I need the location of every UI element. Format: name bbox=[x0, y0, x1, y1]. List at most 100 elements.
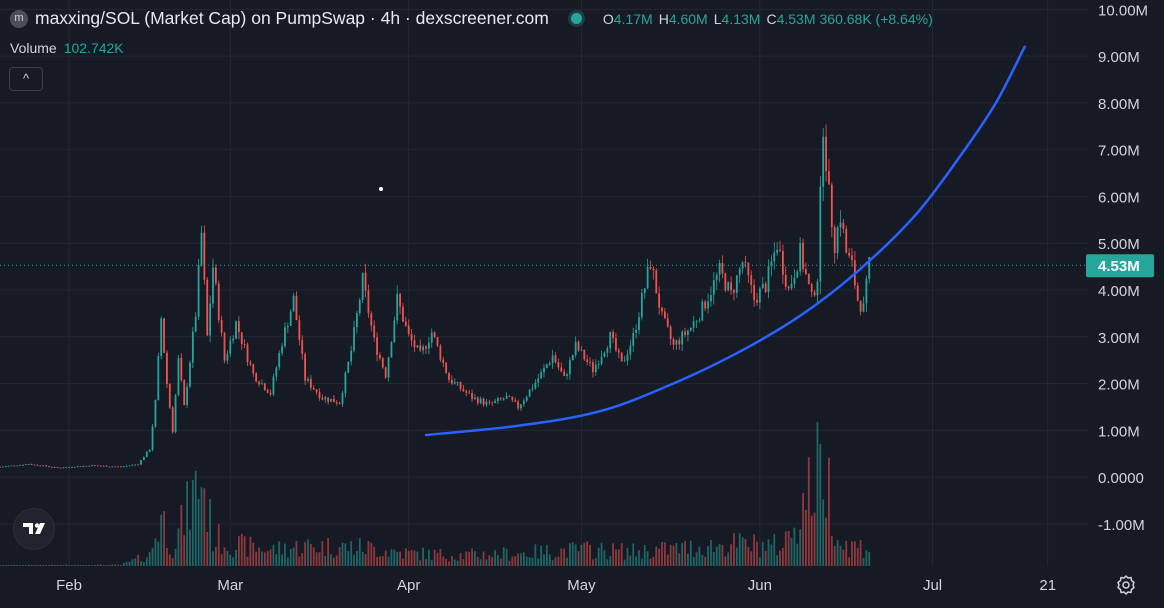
volume-bar bbox=[330, 554, 332, 566]
volume-bar bbox=[125, 561, 128, 566]
volume-bar bbox=[807, 457, 810, 566]
volume-bar bbox=[606, 559, 609, 566]
tradingview-logo-icon[interactable] bbox=[13, 508, 55, 550]
candle-body bbox=[571, 355, 574, 361]
volume-bar bbox=[517, 553, 519, 566]
volume-bar bbox=[338, 547, 341, 566]
volume-bar bbox=[16, 565, 19, 566]
volume-bar bbox=[620, 543, 623, 566]
volume-bar bbox=[249, 536, 252, 566]
candle-body bbox=[131, 464, 134, 466]
x-tick-label: 21 bbox=[1039, 577, 1056, 594]
price-axis[interactable]: 10.00M 9.00M 8.00M 7.00M 6.00M 5.00M 4.00M 3.00… bbox=[1098, 2, 1148, 534]
volume-bar bbox=[137, 554, 140, 566]
volume-bar bbox=[427, 549, 430, 566]
candle-body bbox=[301, 340, 304, 355]
candle-body bbox=[111, 466, 114, 468]
price-candles bbox=[0, 124, 871, 469]
volume-bar bbox=[76, 564, 79, 566]
candle-body bbox=[166, 352, 168, 384]
volume-bar bbox=[554, 557, 557, 566]
volume-bar bbox=[203, 488, 206, 566]
candle-body bbox=[189, 362, 191, 387]
candle-body bbox=[833, 227, 836, 254]
volume-bar bbox=[643, 545, 646, 566]
candle-body bbox=[381, 358, 384, 368]
candle-body bbox=[180, 357, 183, 381]
volume-bar bbox=[381, 556, 384, 566]
candle-body bbox=[79, 466, 82, 468]
candle-body bbox=[272, 376, 275, 395]
volume-bar bbox=[825, 517, 827, 566]
volume-bar bbox=[779, 550, 781, 566]
candle-body bbox=[140, 460, 142, 465]
volume-bar bbox=[560, 548, 563, 566]
candle-body bbox=[390, 342, 393, 358]
candle-body bbox=[309, 378, 312, 388]
gear-icon[interactable] bbox=[1114, 573, 1138, 597]
volume-bar bbox=[235, 549, 237, 566]
volume-bar bbox=[488, 555, 491, 566]
candle-body bbox=[237, 321, 240, 333]
candle-body bbox=[845, 228, 848, 253]
candle-body bbox=[695, 321, 698, 323]
candle-body bbox=[209, 303, 212, 336]
candle-body bbox=[402, 306, 404, 322]
candle-body bbox=[583, 349, 586, 360]
volume-bar bbox=[344, 543, 347, 566]
y-tick-label: 7.00M bbox=[1098, 143, 1140, 160]
volume-bar bbox=[563, 548, 566, 566]
candle-body bbox=[376, 337, 378, 355]
volume-bar bbox=[756, 541, 758, 566]
volume-bar bbox=[750, 551, 753, 566]
volume-bar bbox=[309, 543, 312, 566]
volume-bar bbox=[402, 558, 404, 566]
candle-body bbox=[828, 171, 830, 185]
candle-body bbox=[356, 313, 358, 328]
low-key: L bbox=[713, 10, 722, 27]
candle-body bbox=[0, 466, 1, 468]
volume-bar bbox=[266, 551, 269, 566]
volume-bar bbox=[289, 548, 292, 566]
trendline[interactable] bbox=[424, 45, 1026, 437]
volume-bar bbox=[839, 545, 842, 566]
volume-bar bbox=[571, 542, 574, 566]
collapse-legend-button[interactable]: ^ bbox=[9, 67, 43, 91]
time-axis[interactable]: Feb Mar Apr May Jun Jul 21 bbox=[56, 577, 1056, 594]
candle-body bbox=[217, 283, 220, 321]
candle-body bbox=[770, 261, 773, 266]
candle-body bbox=[753, 284, 756, 301]
candle-body bbox=[25, 464, 27, 466]
volume-bar bbox=[442, 556, 445, 566]
candle-body bbox=[384, 367, 387, 378]
candle-body bbox=[488, 401, 491, 403]
volume-bar bbox=[143, 562, 145, 566]
volume-bar bbox=[275, 554, 278, 566]
candle-body bbox=[114, 466, 117, 468]
open-key: O bbox=[602, 10, 614, 27]
candle-body bbox=[715, 274, 718, 281]
candle-body bbox=[836, 227, 839, 254]
volume-bar bbox=[88, 565, 91, 566]
volume-bar bbox=[856, 547, 859, 566]
candle-body bbox=[30, 464, 33, 466]
candle-body bbox=[548, 363, 551, 365]
candle-body bbox=[240, 332, 243, 345]
volume-bar bbox=[511, 556, 514, 566]
candle-body bbox=[796, 271, 799, 278]
volume-bar bbox=[520, 553, 522, 566]
candle-body bbox=[48, 466, 50, 468]
candle-body bbox=[678, 340, 681, 345]
volume-bar bbox=[91, 565, 94, 566]
volume-bar bbox=[154, 538, 157, 566]
volume-bar bbox=[715, 546, 718, 566]
volume-bar bbox=[528, 557, 531, 566]
volume-bar bbox=[65, 564, 68, 566]
volume-bar bbox=[859, 540, 862, 566]
candle-body bbox=[603, 352, 606, 357]
candle-body bbox=[436, 337, 439, 346]
volume-bar bbox=[419, 560, 422, 566]
volume-bar bbox=[180, 504, 183, 566]
volume-bar bbox=[525, 556, 528, 566]
